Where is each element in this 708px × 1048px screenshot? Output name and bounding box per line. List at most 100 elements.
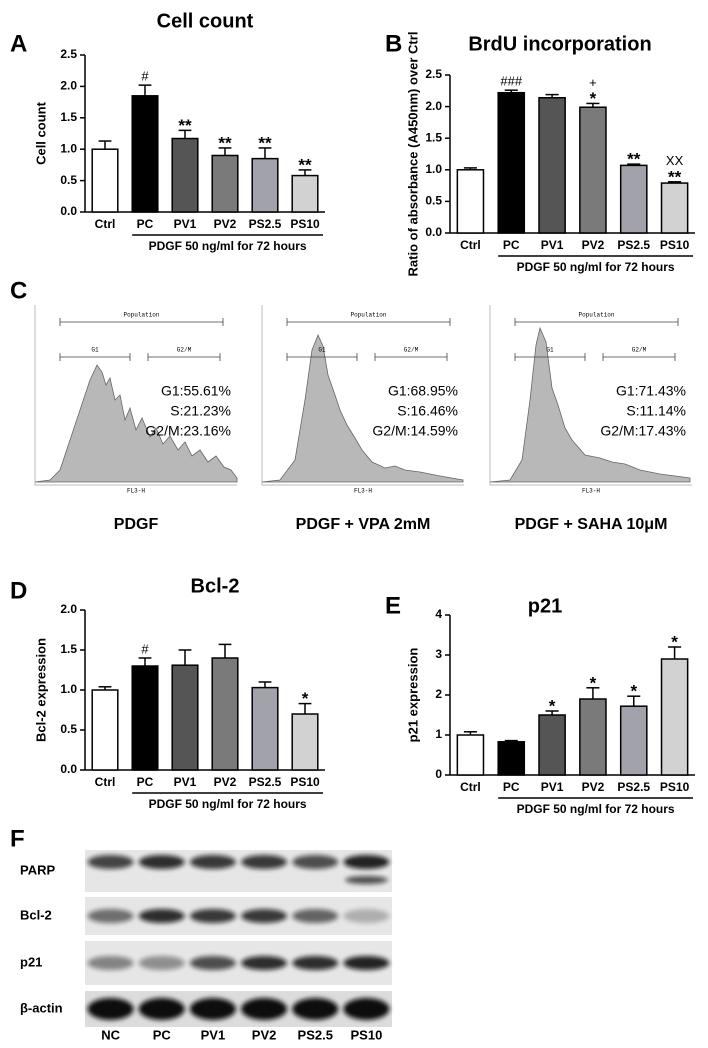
y-tick-label: 4 <box>435 607 442 621</box>
bar <box>538 97 566 234</box>
y-tick-label: 1.0 <box>425 162 442 176</box>
panel-letter: B <box>385 30 402 57</box>
x-tick-label: PC <box>503 238 520 252</box>
significance-marker: ** <box>258 133 272 152</box>
blot-band <box>241 956 288 970</box>
bar <box>211 657 239 771</box>
panel-letter: C <box>10 277 27 304</box>
x-tick-label: PS2.5 <box>617 238 650 252</box>
x-tick-label: PV1 <box>541 238 564 252</box>
x-axis-label: FL3-H <box>127 488 145 495</box>
x-tick-label: PV2 <box>214 775 237 789</box>
blot-strip <box>85 850 392 892</box>
bar <box>579 106 607 234</box>
bar <box>91 148 119 213</box>
significance-marker: * <box>549 696 556 715</box>
x-tick-label: PV2 <box>582 780 605 794</box>
blot-band <box>138 956 185 970</box>
blot-row-label: p21 <box>20 954 42 969</box>
bar <box>171 137 199 213</box>
significance-marker: * <box>302 689 309 708</box>
blot-band <box>87 956 134 970</box>
blot-background <box>85 941 392 985</box>
significance-marker: * <box>590 673 597 692</box>
blot-row-label: PARP <box>20 862 55 877</box>
gate-bracket <box>514 353 586 361</box>
x-tick-label: PV2 <box>214 217 237 231</box>
cell-cycle-stat: S:16.46% <box>397 403 458 419</box>
blot-band <box>189 956 236 970</box>
y-tick-label: 2.0 <box>60 79 77 93</box>
gate-bracket <box>59 318 224 326</box>
bar <box>497 741 526 776</box>
blot-lane-label: PS10 <box>351 1027 383 1042</box>
blot-band <box>138 998 185 1020</box>
blot-strip <box>85 991 392 1027</box>
blot-band <box>189 909 236 923</box>
panel-title: PDGF <box>114 516 159 533</box>
bar <box>579 698 607 776</box>
x-axis-label: PDGF 50 ng/ml for 72 hours <box>517 260 675 274</box>
y-axis-label: Ratio of absorbance (A450nm) over Ctrl <box>405 32 420 277</box>
gate-label: Population <box>350 312 386 319</box>
y-tick-label: 2.5 <box>425 67 442 81</box>
blot-lane-label: NC <box>101 1027 120 1042</box>
y-tick-label: 1 <box>435 727 442 741</box>
blot-band <box>241 855 288 869</box>
histogram-frame <box>261 305 464 486</box>
histogram-panel: Population G1 G2/M FL3-H G1:68.95% S:16.46% G2… <box>261 305 464 495</box>
gate-label: G1 <box>318 347 326 354</box>
bar <box>456 734 485 776</box>
x-tick-label: PS10 <box>660 780 690 794</box>
bar <box>456 169 485 234</box>
x-tick-label: PV1 <box>174 217 197 231</box>
histogram-frame <box>34 305 237 486</box>
blot-band <box>292 855 339 869</box>
significance-marker: # <box>141 641 149 656</box>
gate-label: G1 <box>546 347 554 354</box>
cell-cycle-stat: G1:55.61% <box>161 383 231 399</box>
blot-strip <box>85 897 392 935</box>
x-tick-label: Ctrl <box>95 217 116 231</box>
blot-row-label: Bcl-2 <box>20 907 52 922</box>
blot-band <box>138 855 185 869</box>
blot-band <box>87 998 134 1020</box>
x-tick-label: PV1 <box>174 775 197 789</box>
x-axis-label: FL3-H <box>582 488 600 495</box>
bar <box>131 665 159 771</box>
gate-label: Population <box>123 312 159 319</box>
cell-cycle-stat: G1:68.95% <box>388 383 458 399</box>
bar <box>91 689 119 771</box>
y-axis-label: Cell count <box>33 101 48 165</box>
cell-cycle-stat: S:11.14% <box>626 403 686 419</box>
blot-band <box>241 998 288 1020</box>
cell-cycle-stat: G2/M:17.43% <box>600 423 686 439</box>
histogram-area <box>34 364 238 483</box>
x-tick-label: PS10 <box>290 775 320 789</box>
significance-marker: ** <box>218 133 232 152</box>
significance-marker: ** <box>668 167 682 186</box>
significance-marker: XX <box>666 153 684 168</box>
blot-band <box>138 909 185 923</box>
x-tick-label: PC <box>503 780 520 794</box>
blot-band <box>87 855 134 869</box>
significance-marker: # <box>141 69 149 84</box>
significance-marker: ** <box>298 155 312 174</box>
blot-band <box>87 909 134 923</box>
blot-band <box>343 998 390 1020</box>
gate-bracket <box>602 353 676 361</box>
x-tick-label: PV1 <box>541 780 564 794</box>
x-tick-label: PS2.5 <box>249 775 282 789</box>
y-tick-label: 1.5 <box>60 110 77 124</box>
histogram-area <box>261 333 464 483</box>
gate-bracket <box>286 318 451 326</box>
x-axis-label: PDGF 50 ng/ml for 72 hours <box>149 239 307 253</box>
blot-band <box>292 909 339 923</box>
y-tick-label: 2.5 <box>60 47 77 61</box>
bar <box>538 714 566 776</box>
blot-lane-label: PC <box>153 1027 172 1042</box>
bar <box>619 705 648 776</box>
x-axis-label: PDGF 50 ng/ml for 72 hours <box>517 802 675 816</box>
bar <box>660 658 689 776</box>
